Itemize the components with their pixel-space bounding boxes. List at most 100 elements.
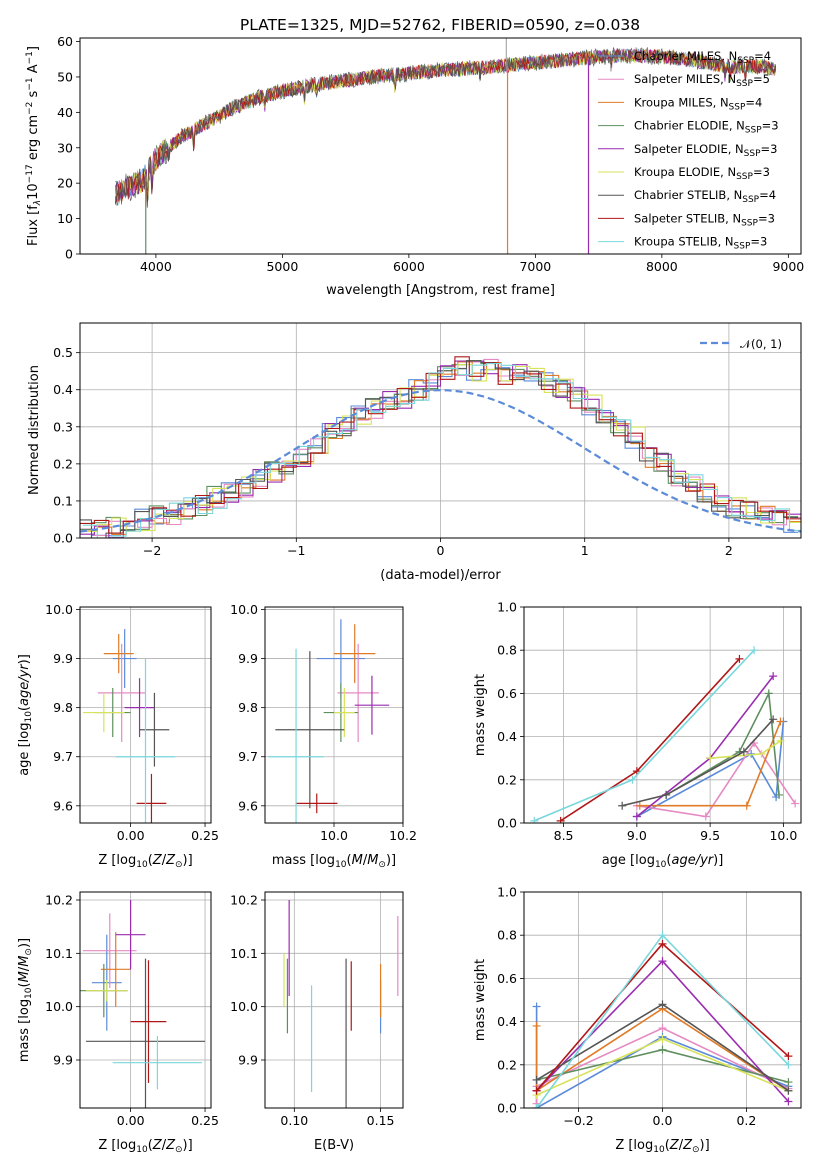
legend-entry: Chabrier ELODIE, NSSP=3 <box>634 119 779 136</box>
weight-point-marker <box>706 754 715 763</box>
y-tick-label: 0.0 <box>497 1101 517 1116</box>
y-tick-label: 0.6 <box>497 971 517 986</box>
errorbar-point <box>268 648 324 823</box>
x-tick-label: 0.10 <box>280 1113 308 1128</box>
y-tick-label: 0.2 <box>497 772 517 787</box>
legend-entry: Salpeter ELODIE, NSSP=3 <box>634 142 777 159</box>
y-tick-label: 1.0 <box>497 600 517 615</box>
normal-curve <box>80 388 801 533</box>
weight-point-marker <box>658 1045 667 1054</box>
y-tick-label: 10.2 <box>230 893 258 908</box>
weight-series-line <box>622 718 774 807</box>
legend-entry: Kroupa MILES, NSSP=4 <box>634 95 762 112</box>
y-axis-label: mass weight <box>473 959 488 1041</box>
legend-entry: Chabrier STELIB, NSSP=4 <box>634 188 776 205</box>
weight-point-marker <box>618 801 627 810</box>
x-tick-label: 0 <box>437 543 445 558</box>
weight-point-marker <box>776 736 785 745</box>
y-tick-label: 0.4 <box>53 382 73 397</box>
y-tick-label: 10.0 <box>230 999 258 1014</box>
age-vs-mass-plot-area <box>268 619 390 823</box>
weight-vs-Z-plot-area <box>532 931 793 1108</box>
x-tick-label: 0.2 <box>736 1113 756 1128</box>
y-tick-label: 0 <box>65 247 73 262</box>
y-axis-label: mass weight <box>473 674 488 756</box>
axes-frame <box>523 606 802 824</box>
axes-frame <box>264 891 404 1109</box>
x-axis-label: (data-model)/error <box>380 568 501 583</box>
errorbar-point <box>334 688 355 738</box>
weight-point-marker <box>556 816 565 823</box>
residual-histogram <box>82 362 801 538</box>
weight-vs-age-plot-area <box>530 646 800 823</box>
residual-histogram <box>80 360 801 538</box>
y-tick-label: 40 <box>57 105 73 120</box>
errorbar-point <box>97 643 146 742</box>
mass-vs-ebv-plot-area <box>283 900 399 1108</box>
y-tick-label: 10.1 <box>230 946 258 961</box>
y-tick-label: 9.7 <box>53 749 73 764</box>
legend-entry: Salpeter STELIB, NSSP=3 <box>634 211 775 228</box>
y-tick-label: 0.0 <box>53 531 73 546</box>
mass-vs-ebv-axes: 0.10 0.15 9.9 10.0 10.1 10.2 <box>230 892 403 1128</box>
x-axis-label: mass [log10(M/M⊙)] <box>272 853 396 870</box>
weight-point-marker <box>784 1078 793 1087</box>
errorbar-point <box>82 692 125 733</box>
errorbar-point <box>103 634 134 674</box>
weight-point-marker <box>757 749 766 758</box>
weight-point-marker <box>742 801 751 810</box>
errorbar-point <box>275 651 345 809</box>
spectrum-axes: 4000 5000 6000 7000 8000 9000 0 10 20 30 40 50 60 <box>57 34 804 274</box>
axes-frame <box>523 891 802 1109</box>
x-tick-label: 0.00 <box>117 1113 145 1128</box>
y-tick-label: 10.0 <box>45 602 73 617</box>
y-tick-label: 10.0 <box>45 999 73 1014</box>
x-tick-label: 10.0 <box>769 828 797 843</box>
legend-entry: Kroupa STELIB, NSSP=3 <box>634 235 767 252</box>
axes-frame <box>79 322 802 539</box>
x-tick-label: 10.2 <box>389 828 417 843</box>
y-tick-label: 0.0 <box>497 816 517 831</box>
legend-entry: Salpeter MILES, NSSP=5 <box>634 72 770 89</box>
axes-frame <box>79 37 802 255</box>
y-tick-label: 9.9 <box>238 651 258 666</box>
x-axis-label: Z [log10(Z/Z⊙)] <box>98 853 192 870</box>
errorbar-point <box>85 958 206 1108</box>
weight-series-line <box>533 649 755 822</box>
x-tick-label: 4000 <box>140 259 172 274</box>
spectrum-series-line <box>115 46 776 206</box>
weight-point-marker <box>658 1024 667 1033</box>
errorbar-point <box>115 900 146 970</box>
errorbar-point <box>334 624 376 684</box>
spectrum-plot-area <box>115 38 777 254</box>
y-tick-label: 0.4 <box>497 1014 517 1029</box>
y-tick-label: 60 <box>57 34 73 49</box>
weight-point-marker <box>532 1021 541 1030</box>
weight-point-marker <box>739 747 748 756</box>
weight-point-marker <box>658 939 667 948</box>
spectrum-series-line <box>115 48 777 200</box>
age-vs-mass-axes: 10.0 10.2 9.6 9.7 9.8 9.9 10.0 <box>230 602 417 843</box>
x-tick-label: 9.5 <box>700 828 720 843</box>
y-tick-label: 0.8 <box>497 643 517 658</box>
errorbar-point <box>136 773 167 823</box>
y-tick-label: 9.9 <box>53 1053 73 1068</box>
x-tick-label: 2 <box>725 543 733 558</box>
weight-series-line <box>636 721 785 818</box>
x-axis-label: Z [log10(Z/Z⊙)] <box>98 1138 192 1155</box>
weight-series-line <box>560 658 740 822</box>
mass-vs-Z-plot-area <box>80 900 206 1108</box>
x-axis-label: Z [log10(Z/Z⊙)] <box>615 1138 709 1155</box>
mass-vs-Z-axes: 0.00 0.25 9.9 10.0 10.1 10.2 <box>45 892 219 1128</box>
y-tick-label: 10 <box>57 211 73 226</box>
errorbar-point <box>139 692 170 767</box>
y-tick-label: 0.4 <box>497 729 517 744</box>
weight-point-marker <box>662 790 671 799</box>
x-axis-label: wavelength [Angstrom, rest frame] <box>326 283 555 298</box>
y-tick-label: 9.7 <box>238 749 258 764</box>
spectrum-title: PLATE=1325, MJD=52762, FIBERID=0590, z=0… <box>240 16 640 34</box>
y-tick-label: 0.1 <box>53 493 73 508</box>
weight-point-marker <box>532 1086 541 1095</box>
errorbar-point <box>354 675 390 735</box>
x-axis-label: age [log10(age/yr)] <box>602 853 724 870</box>
